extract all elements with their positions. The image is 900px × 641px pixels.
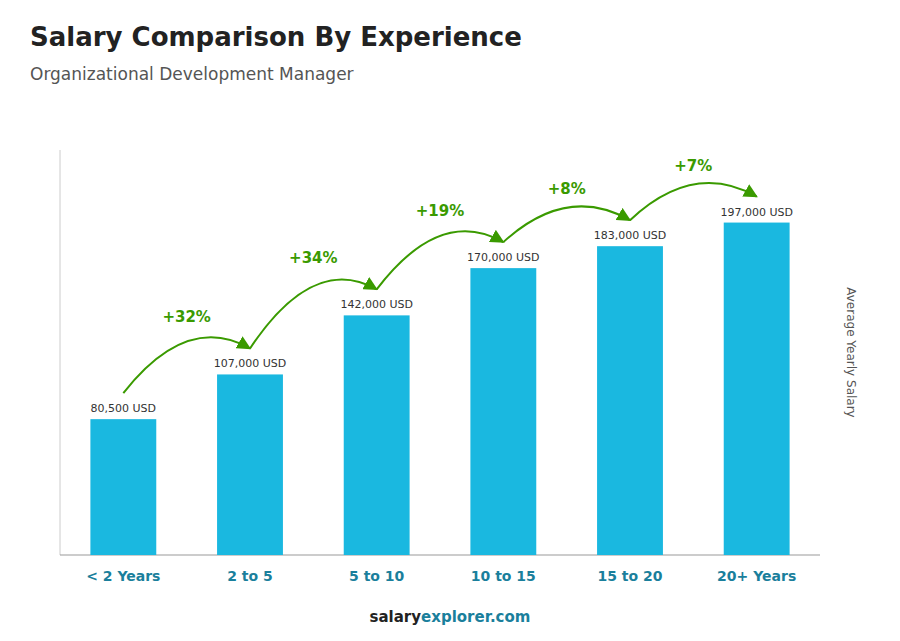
y-axis-label: Average Yearly Salary	[844, 287, 858, 417]
bar	[344, 315, 410, 555]
bar	[470, 268, 536, 555]
footer: salaryexplorer.com	[370, 608, 531, 626]
footer-part: explorer.com	[421, 608, 530, 626]
annotation: +19%	[416, 202, 464, 220]
bar	[217, 374, 283, 555]
change-arrow	[503, 206, 630, 242]
data-label: 142,000 USD	[340, 298, 413, 311]
data-label: 80,500 USD	[91, 402, 157, 415]
bar	[90, 419, 156, 555]
change-arrow	[123, 337, 250, 393]
data-label: 183,000 USD	[594, 229, 667, 242]
x-tick-label: 15 to 20	[597, 568, 662, 584]
title: Salary Comparison By Experience	[30, 22, 522, 52]
change-arrow	[377, 231, 504, 289]
y-axis-line	[60, 150, 61, 555]
bar	[724, 223, 790, 555]
x-tick-label: 20+ Years	[717, 568, 796, 584]
data-label: 170,000 USD	[467, 251, 540, 264]
x-tick-label: 5 to 10	[349, 568, 405, 584]
data-label: 197,000 USD	[720, 206, 793, 219]
subtitle: Organizational Development Manager	[30, 64, 354, 84]
x-tick-label: 2 to 5	[227, 568, 273, 584]
annotation: +7%	[674, 157, 712, 175]
chart-container: Salary Comparison By Experience Organizat…	[0, 0, 900, 641]
chart: Salary Comparison By Experience Organizat…	[0, 0, 900, 641]
baseline	[60, 555, 820, 556]
change-arrow	[630, 183, 757, 220]
x-tick-label: < 2 Years	[86, 568, 160, 584]
data-label: 107,000 USD	[214, 357, 287, 370]
annotation: +32%	[162, 308, 210, 326]
footer-part: salary	[370, 608, 422, 626]
bar	[597, 246, 663, 555]
annotation: +34%	[289, 249, 337, 267]
annotation: +8%	[548, 180, 586, 198]
change-arrow	[250, 279, 377, 348]
x-tick-label: 10 to 15	[471, 568, 536, 584]
bars	[90, 223, 789, 555]
